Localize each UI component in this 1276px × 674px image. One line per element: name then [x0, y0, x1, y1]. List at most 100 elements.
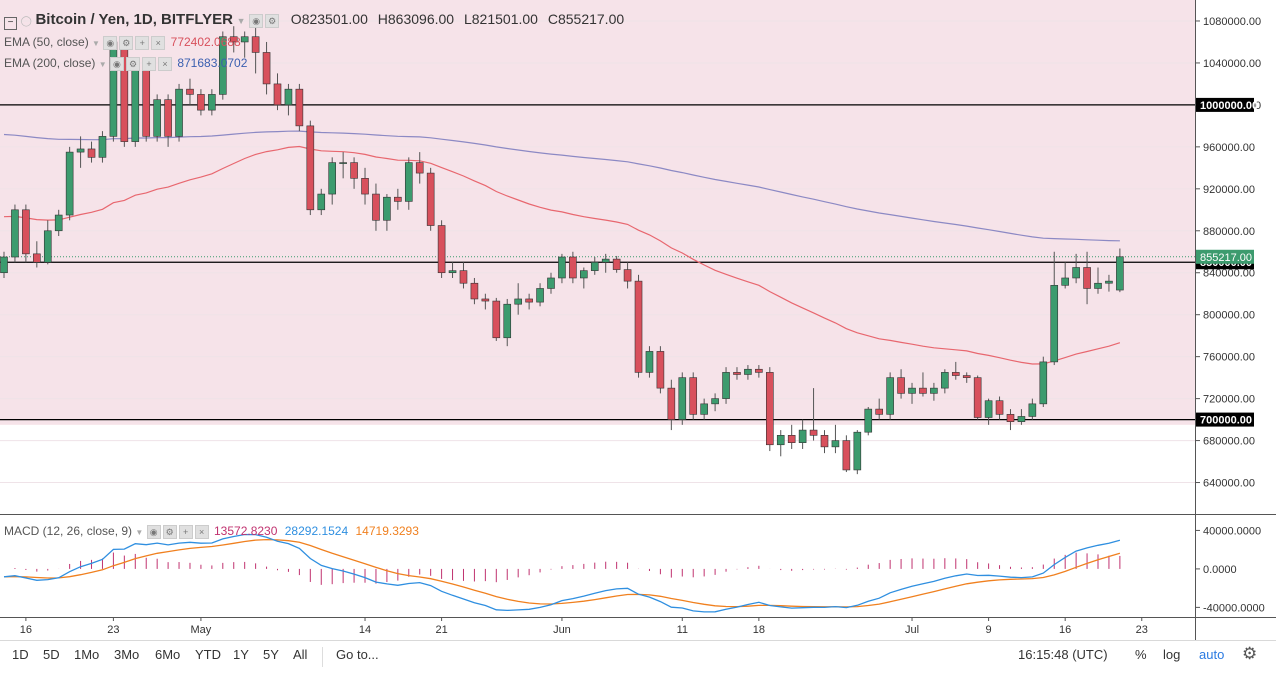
range-5d[interactable]: 5D [43, 647, 60, 662]
range-5y[interactable]: 5Y [263, 647, 279, 662]
time-axis: 16 23 May 14 21 Jun 11 18 Jul 9 16 23 [20, 617, 1148, 636]
symbol-dropdown-icon[interactable]: ▼ [236, 16, 246, 26]
candle-body-up [240, 36, 249, 43]
ema200-eye-icon[interactable]: ◉ [109, 56, 124, 71]
macd-add-icon[interactable]: + [178, 524, 193, 539]
candle-body-down [22, 209, 30, 255]
candle-body-down [33, 253, 41, 263]
eye-icon[interactable]: ◉ [249, 13, 264, 28]
candle [908, 382, 916, 404]
price-tick-label: 720000.00 [1203, 394, 1255, 406]
candle [798, 419, 807, 449]
range-ytd[interactable]: YTD [195, 647, 221, 662]
candle-body-up [175, 88, 183, 137]
candle [853, 430, 862, 475]
ema50-dropdown-icon[interactable]: ▼ [92, 39, 100, 48]
ema200-close-icon[interactable]: × [157, 56, 172, 71]
bottom-toolbar: 1D 5D 1Mo 3Mo 6Mo YTD 1Y 5Y All Go to...… [0, 640, 1276, 674]
auto-toggle[interactable]: auto [1199, 647, 1225, 662]
candle [11, 204, 19, 263]
candle [941, 369, 949, 394]
candle-body-up [43, 230, 52, 263]
candle [514, 283, 522, 315]
candle-body-up [1072, 267, 1080, 279]
price-tick-label: 640000.00 [1203, 478, 1255, 490]
candle [372, 183, 380, 231]
ema50-add-icon[interactable]: + [135, 35, 150, 50]
candle-body-up [580, 270, 588, 279]
log-toggle[interactable]: log [1163, 647, 1181, 662]
candle [219, 31, 227, 100]
candle [623, 262, 632, 289]
candle-body-up [65, 151, 74, 216]
ema200-dropdown-icon[interactable]: ▼ [98, 60, 107, 69]
clock-readout[interactable]: 16:15:48 (UTC) [1018, 647, 1108, 662]
price-tick-label: 760000.00 [1203, 352, 1255, 364]
ema50-eye-icon[interactable]: ◉ [103, 35, 118, 50]
settings-icon[interactable]: ⚙ [265, 13, 280, 28]
range-3mo[interactable]: 3Mo [114, 647, 140, 662]
price-tick-label: 840000.00 [1203, 268, 1255, 280]
candle [98, 131, 107, 163]
candle-body-up [601, 258, 610, 263]
ema200-path [3, 130, 1120, 242]
time-tick-label: 16 [20, 624, 32, 636]
goto-button[interactable]: Go to... [336, 647, 379, 662]
macd-axis: 40000.0000 0.0000 -40000.0000 [1195, 525, 1265, 614]
candle-body-up [941, 372, 949, 389]
candle-body-down [951, 372, 960, 376]
macd-close-icon[interactable]: × [194, 524, 209, 539]
range-6mo[interactable]: 6Mo [155, 647, 181, 662]
collapse-icon[interactable]: − [4, 17, 17, 30]
candle [1050, 251, 1059, 366]
candle-body-up [1105, 280, 1113, 284]
ema50-close-icon[interactable]: × [151, 35, 166, 50]
candle-body-down [492, 300, 501, 339]
candle [951, 361, 960, 380]
macd-dropdown-icon[interactable]: ▼ [135, 528, 144, 537]
level-label-bg [1196, 97, 1254, 112]
ema200-settings-icon[interactable]: ⚙ [125, 56, 140, 71]
candle [153, 94, 161, 142]
candle [175, 83, 183, 142]
candle-body-up [131, 67, 140, 142]
range-all[interactable]: All [293, 647, 308, 662]
candle-body-up [700, 403, 708, 415]
candle-body-up [1039, 361, 1048, 405]
range-1mo[interactable]: 1Mo [74, 647, 100, 662]
candle-body-up [798, 429, 807, 443]
range-1y[interactable]: 1Y [233, 647, 249, 662]
macd-legend[interactable]: MACD (12, 26, close, 9) ▼ ◉ ⚙ + × 13572.823… [4, 524, 419, 539]
candle-body-up [744, 368, 752, 375]
candle [809, 388, 818, 441]
candle-body-up [328, 162, 337, 195]
candle-body-up [1094, 282, 1102, 289]
candle [1006, 409, 1015, 431]
price-tick-label: 880000.00 [1203, 226, 1255, 238]
candle-body-down [1006, 414, 1015, 422]
ema50-legend[interactable]: EMA (50, close) ▼ ◉ ⚙ + × 772402.0688 [4, 35, 241, 50]
symbol-title[interactable]: Bitcoin / Yen, 1D, BITFLYER [35, 11, 233, 28]
candle-body-down [251, 36, 260, 53]
ema50-settings-icon[interactable]: ⚙ [119, 35, 134, 50]
ema200-add-icon[interactable]: + [141, 56, 156, 71]
candle-body-down [612, 258, 621, 270]
candle [590, 257, 599, 275]
macd-eye-icon[interactable]: ◉ [146, 524, 161, 539]
chart-canvas[interactable]: 1080000.00 1040000.00 1000000.00 960000.00 9… [0, 0, 1276, 640]
candle [503, 298, 512, 347]
macd-settings-icon[interactable]: ⚙ [162, 524, 177, 539]
candle-body-up [208, 94, 216, 111]
time-tick-label: 9 [986, 624, 992, 636]
percent-toggle[interactable]: % [1135, 647, 1147, 662]
candle [426, 167, 435, 231]
candle [722, 367, 730, 404]
candle-body-up [11, 209, 19, 258]
candle [765, 367, 774, 452]
range-1d[interactable]: 1D [12, 647, 29, 662]
settings-gear-icon[interactable]: ⚙ [1242, 644, 1258, 663]
candle-body-down [755, 368, 763, 373]
candle-body-up [678, 377, 687, 420]
candle [930, 382, 938, 401]
ema200-legend[interactable]: EMA (200, close) ▼ ◉ ⚙ + × 871683.0702 [4, 56, 247, 71]
